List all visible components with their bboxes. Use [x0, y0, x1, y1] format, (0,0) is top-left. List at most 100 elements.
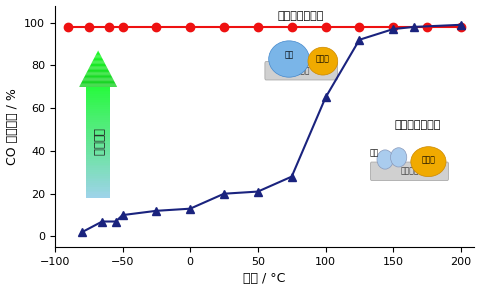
Bar: [86, 92, 110, 94]
Bar: [86, 87, 110, 89]
Polygon shape: [84, 76, 112, 77]
Polygon shape: [85, 73, 111, 75]
Bar: [86, 150, 110, 152]
Polygon shape: [83, 78, 113, 79]
Polygon shape: [84, 77, 113, 78]
Ellipse shape: [377, 150, 393, 169]
Bar: [86, 144, 110, 146]
Bar: [86, 129, 110, 131]
Bar: [86, 126, 110, 127]
Bar: [86, 192, 110, 194]
Bar: [86, 168, 110, 170]
Y-axis label: CO の反応率 / %: CO の反応率 / %: [6, 88, 19, 165]
Bar: [86, 181, 110, 183]
Bar: [86, 107, 110, 109]
Bar: [86, 118, 110, 120]
Bar: [86, 178, 110, 180]
Polygon shape: [82, 81, 115, 82]
Bar: [86, 163, 110, 165]
Bar: [86, 161, 110, 163]
Polygon shape: [85, 75, 111, 76]
Polygon shape: [87, 71, 109, 72]
Bar: [86, 176, 110, 178]
Bar: [86, 139, 110, 141]
Bar: [86, 172, 110, 174]
Bar: [86, 183, 110, 185]
Polygon shape: [97, 50, 99, 52]
Bar: [86, 194, 110, 196]
Polygon shape: [91, 63, 105, 64]
Bar: [86, 180, 110, 181]
Polygon shape: [81, 82, 115, 83]
Polygon shape: [86, 72, 110, 73]
Bar: [86, 109, 110, 111]
Bar: [86, 98, 110, 100]
Bar: [86, 157, 110, 159]
Bar: [86, 115, 110, 116]
Bar: [86, 120, 110, 122]
Ellipse shape: [269, 41, 309, 77]
Bar: [86, 135, 110, 137]
Bar: [86, 185, 110, 187]
Bar: [86, 166, 110, 168]
FancyBboxPatch shape: [371, 162, 448, 180]
Bar: [86, 189, 110, 191]
Bar: [86, 159, 110, 161]
Polygon shape: [96, 53, 100, 54]
Bar: [86, 122, 110, 124]
Bar: [86, 124, 110, 126]
Bar: [86, 100, 110, 102]
Bar: [86, 174, 110, 176]
Bar: [86, 146, 110, 148]
Polygon shape: [89, 66, 107, 68]
Text: アルミナ: アルミナ: [292, 66, 311, 75]
Ellipse shape: [391, 148, 407, 167]
Bar: [86, 113, 110, 115]
Bar: [86, 105, 110, 107]
Polygon shape: [80, 84, 117, 86]
Bar: [86, 91, 110, 92]
Polygon shape: [91, 64, 106, 65]
Bar: [86, 94, 110, 96]
FancyBboxPatch shape: [265, 62, 337, 80]
Ellipse shape: [308, 47, 338, 75]
Bar: [86, 116, 110, 118]
Bar: [86, 155, 110, 157]
Bar: [86, 187, 110, 189]
Text: 活性向上: 活性向上: [92, 128, 105, 156]
Bar: [86, 142, 110, 144]
Polygon shape: [95, 56, 102, 58]
Polygon shape: [87, 70, 109, 71]
Polygon shape: [96, 54, 101, 55]
Bar: [86, 111, 110, 113]
Polygon shape: [90, 65, 107, 66]
Bar: [86, 104, 110, 105]
Bar: [86, 127, 110, 129]
Text: 酸化鉄: 酸化鉄: [316, 54, 330, 63]
Bar: [86, 133, 110, 135]
Polygon shape: [93, 59, 103, 60]
Polygon shape: [79, 86, 117, 87]
Bar: [86, 96, 110, 98]
Polygon shape: [95, 55, 101, 56]
Polygon shape: [97, 52, 99, 53]
Bar: [86, 196, 110, 198]
Bar: [86, 102, 110, 104]
Text: アルミナ: アルミナ: [400, 167, 419, 176]
Polygon shape: [94, 58, 103, 59]
Bar: [86, 152, 110, 154]
Text: 水賦活処理なし: 水賦活処理なし: [395, 120, 441, 130]
Text: 白金: 白金: [370, 149, 379, 158]
Bar: [86, 148, 110, 150]
Polygon shape: [93, 60, 104, 61]
Bar: [86, 165, 110, 166]
Text: 水賦活処理あり: 水賦活処理あり: [278, 11, 324, 21]
Polygon shape: [83, 79, 114, 81]
Bar: [86, 191, 110, 192]
Bar: [86, 170, 110, 172]
Polygon shape: [88, 69, 108, 70]
Ellipse shape: [411, 147, 446, 177]
Text: 白金: 白金: [284, 50, 294, 59]
Polygon shape: [81, 83, 116, 84]
Bar: [86, 131, 110, 133]
